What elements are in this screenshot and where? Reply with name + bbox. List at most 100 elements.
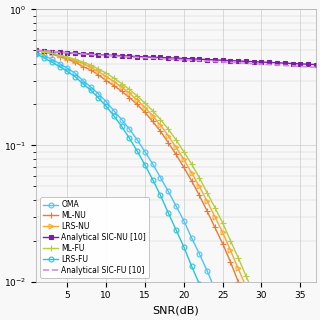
LRS-NU xyxy=(166,134,170,138)
ML-FU xyxy=(104,71,108,75)
Line: Analytical SIC-NU [10]: Analytical SIC-NU [10] xyxy=(35,49,317,66)
ML-FU xyxy=(73,57,77,61)
LRS-NU xyxy=(81,62,85,66)
Analytical SIC-FU [10] xyxy=(96,53,100,57)
LRS-NU xyxy=(112,80,116,84)
Analytical SIC-FU [10] xyxy=(275,63,279,67)
OMA xyxy=(34,51,38,55)
ML-NU xyxy=(112,84,116,88)
Analytical SIC-NU [10] xyxy=(120,54,124,58)
ML-NU xyxy=(236,280,240,284)
Line: LRS-NU: LRS-NU xyxy=(34,48,318,320)
ML-NU xyxy=(73,60,77,64)
ML-NU xyxy=(143,110,147,114)
ML-FU xyxy=(166,127,170,131)
Analytical SIC-FU [10] xyxy=(127,55,131,59)
Analytical SIC-FU [10] xyxy=(205,59,209,63)
Line: OMA: OMA xyxy=(34,50,318,320)
Analytical SIC-FU [10] xyxy=(306,65,310,69)
Analytical SIC-NU [10] xyxy=(260,60,263,64)
Analytical SIC-NU [10] xyxy=(166,56,170,60)
Analytical SIC-FU [10] xyxy=(89,52,92,56)
ML-NU xyxy=(159,129,163,133)
ML-NU xyxy=(205,209,209,213)
ML-FU xyxy=(236,256,240,260)
ML-FU xyxy=(221,221,225,225)
OMA xyxy=(221,305,225,309)
Analytical SIC-NU [10] xyxy=(197,57,201,61)
LRS-FU xyxy=(135,149,139,153)
Analytical SIC-NU [10] xyxy=(228,59,232,63)
OMA xyxy=(135,138,139,142)
ML-FU xyxy=(96,67,100,71)
ML-FU xyxy=(42,50,46,53)
LRS-NU xyxy=(120,85,124,89)
LRS-NU xyxy=(34,48,38,52)
OMA xyxy=(197,252,201,256)
Analytical SIC-NU [10] xyxy=(306,62,310,66)
Analytical SIC-FU [10] xyxy=(135,55,139,59)
LRS-FU xyxy=(159,193,163,197)
ML-NU xyxy=(65,57,69,61)
LRS-FU xyxy=(127,136,131,140)
ML-NU xyxy=(81,65,85,68)
Analytical SIC-FU [10] xyxy=(58,50,61,54)
Analytical SIC-NU [10] xyxy=(151,55,155,59)
Analytical SIC-FU [10] xyxy=(260,62,263,66)
Analytical SIC-FU [10] xyxy=(298,65,302,68)
ML-FU xyxy=(127,88,131,92)
Analytical SIC-FU [10] xyxy=(120,55,124,59)
ML-NU xyxy=(135,103,139,107)
ML-NU xyxy=(166,141,170,145)
ML-FU xyxy=(143,101,147,105)
LRS-FU xyxy=(112,114,116,118)
OMA xyxy=(50,57,54,61)
ML-NU xyxy=(120,89,124,93)
Analytical SIC-FU [10] xyxy=(213,60,217,63)
Analytical SIC-FU [10] xyxy=(244,61,248,65)
ML-NU xyxy=(174,152,178,156)
LRS-FU xyxy=(81,82,85,85)
LRS-NU xyxy=(228,248,232,252)
LRS-FU xyxy=(205,301,209,305)
ML-FU xyxy=(112,76,116,80)
Analytical SIC-FU [10] xyxy=(151,56,155,60)
OMA xyxy=(213,287,217,291)
Analytical SIC-FU [10] xyxy=(267,63,271,67)
ML-FU xyxy=(244,274,248,278)
Analytical SIC-FU [10] xyxy=(252,62,256,66)
LRS-NU xyxy=(205,199,209,203)
Analytical SIC-FU [10] xyxy=(143,56,147,60)
Analytical SIC-NU [10] xyxy=(104,53,108,57)
LRS-FU xyxy=(166,211,170,215)
OMA xyxy=(174,204,178,208)
Analytical SIC-NU [10] xyxy=(159,56,163,60)
LRS-FU xyxy=(104,104,108,108)
Analytical SIC-FU [10] xyxy=(112,54,116,58)
ML-FU xyxy=(213,205,217,209)
OMA xyxy=(58,62,61,66)
Analytical SIC-FU [10] xyxy=(65,51,69,55)
OMA xyxy=(104,100,108,104)
LRS-FU xyxy=(96,96,100,100)
OMA xyxy=(42,53,46,57)
LRS-FU xyxy=(182,245,186,249)
Analytical SIC-FU [10] xyxy=(50,50,54,53)
Analytical SIC-NU [10] xyxy=(112,53,116,57)
LRS-FU xyxy=(143,163,147,167)
Analytical SIC-FU [10] xyxy=(197,59,201,63)
Legend: OMA, ML-NU, LRS-NU, Analytical SIC-NU [10], ML-FU, LRS-FU, Analytical SIC-FU [10: OMA, ML-NU, LRS-NU, Analytical SIC-NU [1… xyxy=(40,197,149,278)
ML-FU xyxy=(260,310,263,314)
ML-FU xyxy=(228,239,232,243)
Analytical SIC-NU [10] xyxy=(275,61,279,65)
ML-NU xyxy=(213,226,217,229)
OMA xyxy=(112,109,116,113)
LRS-NU xyxy=(143,106,147,109)
ML-NU xyxy=(244,297,248,300)
ML-NU xyxy=(34,48,38,52)
Analytical SIC-NU [10] xyxy=(73,52,77,55)
Analytical SIC-FU [10] xyxy=(283,64,287,68)
ML-NU xyxy=(182,165,186,169)
ML-NU xyxy=(151,120,155,124)
LRS-NU xyxy=(135,98,139,102)
